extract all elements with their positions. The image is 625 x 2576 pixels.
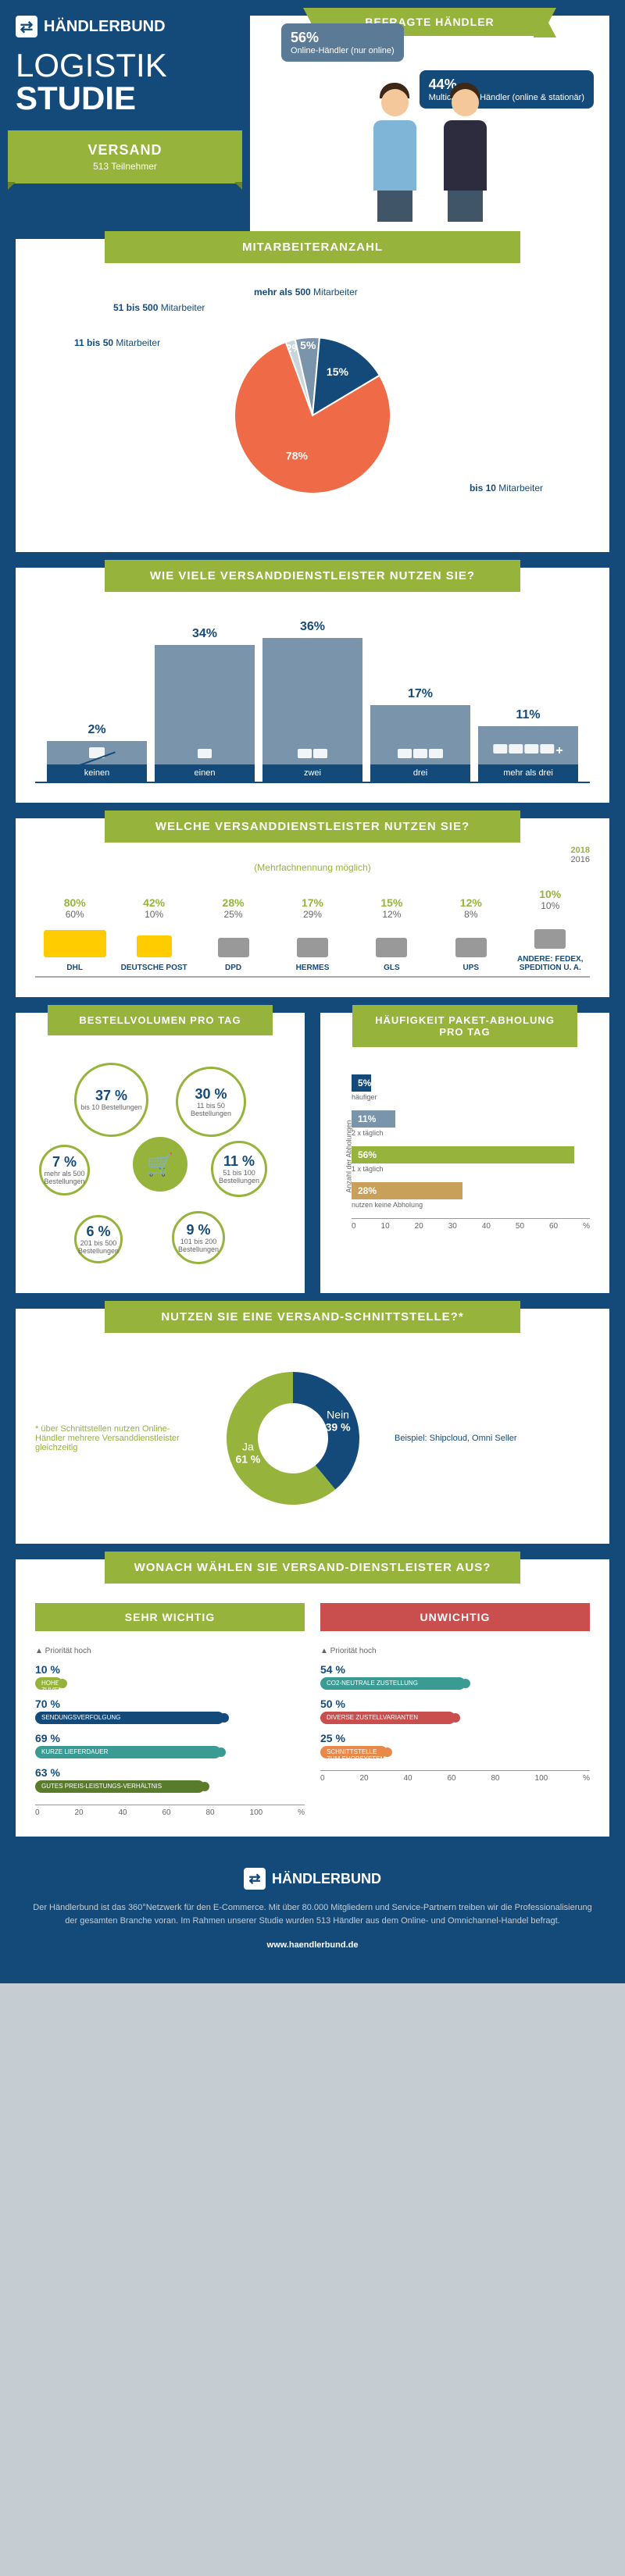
provider-item: 15%12%GLS bbox=[352, 896, 431, 972]
anzahl-title: WIE VIELE VERSANDDIENSTLEISTER NUTZEN SI… bbox=[105, 560, 521, 592]
pie-label-51-500: 51 bis 500 Mitarbeiter bbox=[113, 302, 205, 313]
welche-title: WELCHE VERSANDDIENSTLEISTER NUTZEN SIE? bbox=[105, 811, 521, 843]
cart-icon: 🛒 bbox=[133, 1137, 188, 1192]
brand-logo: ⇄ HÄNDLERBUND bbox=[16, 16, 234, 37]
pie-label-11-50: 11 bis 50 Mitarbeiter bbox=[74, 337, 160, 348]
bar-item: 17%drei bbox=[370, 687, 470, 782]
donut-row: * über Schnittstellen nutzen Online-Händ… bbox=[35, 1352, 590, 1524]
footer-logo: ⇄ HÄNDLERBUND bbox=[31, 1868, 594, 1890]
bestellvolumen-panel: BESTELLVOLUMEN PRO TAG 🛒 37 %bis 10 Best… bbox=[16, 1013, 305, 1293]
brand-name: HÄNDLERBUND bbox=[44, 18, 166, 36]
pie-label-500plus: mehr als 500 Mitarbeiter bbox=[254, 287, 358, 298]
axis-note-2: ▲ Priorität hoch bbox=[320, 1647, 590, 1655]
footer: ⇄ HÄNDLERBUND Der Händlerbund ist das 36… bbox=[16, 1852, 609, 1968]
header-left: ⇄ HÄNDLERBUND LOGISTIKSTUDIE VERSAND 513… bbox=[16, 16, 234, 239]
unwichtig-col: UNWICHTIG ▲ Priorität hoch 54 %CO2-NEUTR… bbox=[320, 1603, 590, 1817]
pie-svg: 2%5%15%78% bbox=[203, 298, 422, 517]
provider-row: 80%60%DHL42%10%DEUTSCHE POST28%25%DPD17%… bbox=[35, 888, 590, 978]
wichtig-col: SEHR WICHTIG ▲ Priorität hoch 10 %HOHE Z… bbox=[35, 1603, 305, 1817]
importance-bar: 69 %KURZE LIEFERDAUER bbox=[35, 1732, 305, 1758]
wonach-title: WONACH WÄHLEN SIE VERSAND-DIENSTLEISTER … bbox=[105, 1552, 521, 1584]
versand-ribbon: VERSAND 513 Teilnehmer bbox=[8, 130, 242, 183]
schnittstelle-title: NUTZEN SIE EINE VERSAND-SCHNITTSTELLE?* bbox=[105, 1301, 521, 1333]
volume-circle: 9 %101 bis 200 Bestellungen bbox=[172, 1211, 225, 1264]
importance-bar: 10 %HOHE ZUVERLÄSSIGKEIT bbox=[35, 1663, 305, 1690]
footer-logo-icon: ⇄ bbox=[244, 1868, 266, 1890]
donut-svg: Nein39 %Ja61 % bbox=[207, 1352, 379, 1524]
mitarbeiter-pie: 2%5%15%78% mehr als 500 Mitarbeiter 51 b… bbox=[35, 283, 590, 533]
bar-item: 11%+mehr als drei bbox=[478, 708, 578, 782]
volume-circle: 37 %bis 10 Bestellungen bbox=[74, 1063, 148, 1137]
wichtig-bars: 10 %HOHE ZUVERLÄSSIGKEIT 70 %SENDUNGSVERF… bbox=[35, 1663, 305, 1817]
header-row: ⇄ HÄNDLERBUND LOGISTIKSTUDIE VERSAND 513… bbox=[16, 16, 609, 239]
wonach-panel: WONACH WÄHLEN SIE VERSAND-DIENSTLEISTER … bbox=[16, 1559, 609, 1837]
footer-url: www.haendlerbund.de bbox=[31, 1939, 594, 1952]
bar-item: 36%zwei bbox=[262, 620, 362, 782]
freq-bar: 56%1 x täglich bbox=[352, 1146, 590, 1173]
importance-bar: 25 %SCHNITTSTELLE ZUM SHOPSYSTEM bbox=[320, 1732, 590, 1758]
provider-item: 12%8%UPS bbox=[431, 896, 510, 972]
haeufigkeit-chart: Anzahl der Abholungen 5%häufiger 11%2 x t… bbox=[340, 1067, 590, 1238]
logo-icon: ⇄ bbox=[16, 16, 38, 37]
volume-circle: 30 %11 bis 50 Bestellungen bbox=[176, 1067, 246, 1137]
importance-bar: 50 %DIVERSE ZUSTELLVARIANTEN bbox=[320, 1698, 590, 1724]
welche-panel: WELCHE VERSANDDIENSTLEISTER NUTZEN SIE? … bbox=[16, 818, 609, 997]
importance-bar: 54 %CO2-NEUTRALE ZUSTELLUNG bbox=[320, 1663, 590, 1690]
svg-text:Nein39 %: Nein39 % bbox=[326, 1408, 351, 1433]
freq-bar: 5%häufiger bbox=[352, 1074, 590, 1101]
provider-item: 28%25%DPD bbox=[194, 896, 273, 972]
unwichtig-header: UNWICHTIG bbox=[320, 1603, 590, 1631]
bestellvolumen-title: BESTELLVOLUMEN PRO TAG bbox=[48, 1005, 273, 1035]
schnittstelle-example: Beispiel: Shipcloud, Omni Seller bbox=[395, 1434, 517, 1443]
svg-text:78%: 78% bbox=[286, 450, 309, 462]
svg-text:15%: 15% bbox=[327, 365, 349, 378]
importance-bar: 70 %SENDUNGSVERFOLGUNG bbox=[35, 1698, 305, 1724]
freq-bar: 11%2 x täglich bbox=[352, 1110, 590, 1137]
bar-item: 2%keinen bbox=[47, 723, 147, 782]
schnittstelle-panel: NUTZEN SIE EINE VERSAND-SCHNITTSTELLE?* … bbox=[16, 1309, 609, 1544]
anzahl-bar-chart: 2%keinen34%einen36%zwei17%drei11%+mehr a… bbox=[35, 611, 590, 783]
person-multichannel-icon bbox=[438, 83, 492, 208]
bar-item: 34%einen bbox=[155, 627, 255, 782]
main-title: LOGISTIKSTUDIE bbox=[16, 49, 234, 115]
haeufigkeit-title: HÄUFIGKEIT PAKET-ABHOLUNG PRO TAG bbox=[352, 1005, 577, 1047]
anzahl-panel: WIE VIELE VERSANDDIENSTLEISTER NUTZEN SI… bbox=[16, 568, 609, 803]
haeufigkeit-panel: HÄUFIGKEIT PAKET-ABHOLUNG PRO TAG Anzahl… bbox=[320, 1013, 609, 1293]
schnittstelle-note: * über Schnittstellen nutzen Online-Händ… bbox=[35, 1424, 191, 1452]
importance-row: SEHR WICHTIG ▲ Priorität hoch 10 %HOHE Z… bbox=[35, 1603, 590, 1817]
mitarbeiter-panel: MITARBEITERANZAHL 2%5%15%78% mehr als 50… bbox=[16, 239, 609, 552]
provider-item: 42%10%DEUTSCHE POST bbox=[114, 896, 193, 972]
importance-bar: 63 %GUTES PREIS-LEISTUNGS-VERHÄLTNIS bbox=[35, 1766, 305, 1793]
provider-item: 17%29%HERMES bbox=[273, 896, 352, 972]
freq-axis-label: Anzahl der Abholungen bbox=[345, 1120, 353, 1192]
infographic-page: ⇄ HÄNDLERBUND LOGISTIKSTUDIE VERSAND 513… bbox=[0, 0, 625, 1983]
axis-note-1: ▲ Priorität hoch bbox=[35, 1647, 305, 1655]
people-illustration bbox=[266, 83, 594, 223]
mitarbeiter-title: MITARBEITERANZAHL bbox=[105, 231, 521, 263]
wichtig-header: SEHR WICHTIG bbox=[35, 1603, 305, 1631]
befragte-panel: BEFRAGTE HÄNDLER 56% Online-Händler (nur… bbox=[250, 16, 609, 239]
svg-text:5%: 5% bbox=[300, 339, 316, 351]
person-online-icon bbox=[367, 83, 422, 208]
bubble-online: 56% Online-Händler (nur online) bbox=[281, 23, 404, 62]
ribbon-subtitle: 513 Teilnehmer bbox=[27, 161, 223, 172]
volume-circle: 11 %51 bis 100 Bestellungen bbox=[211, 1141, 267, 1197]
pie-label-bis10: bis 10 Mitarbeiter bbox=[470, 483, 543, 493]
volume-circles: 🛒 37 %bis 10 Bestellungen 30 %11 bis 50 B… bbox=[35, 1055, 285, 1274]
two-col-row: BESTELLVOLUMEN PRO TAG 🛒 37 %bis 10 Best… bbox=[16, 1013, 609, 1293]
unwichtig-bars: 54 %CO2-NEUTRALE ZUSTELLUNG 50 %DIVERSE Z… bbox=[320, 1663, 590, 1783]
freq-bar: 28%nutzen keine Abholung bbox=[352, 1182, 590, 1209]
ribbon-title: VERSAND bbox=[27, 142, 223, 159]
volume-circle: 6 %201 bis 500 Bestellungen bbox=[74, 1215, 123, 1263]
provider-item: 10%10%ANDERE: FEDEX, SPEDITION U. A. bbox=[511, 888, 590, 972]
volume-circle: 7 %mehr als 500 Bestellungen bbox=[39, 1145, 90, 1195]
provider-item: 80%60%DHL bbox=[35, 896, 114, 972]
footer-text: Der Händlerbund ist das 360°Netzwerk für… bbox=[31, 1901, 594, 1927]
